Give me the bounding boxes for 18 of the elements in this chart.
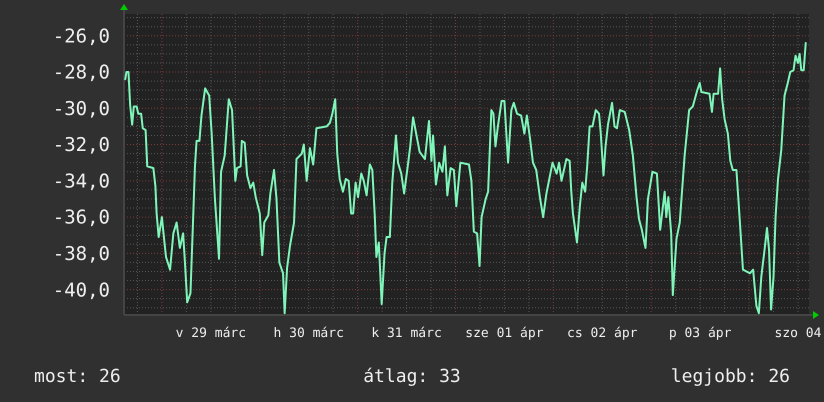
x-tick-label: szo 04 xyxy=(774,326,822,341)
y-tick-label: -32,0 xyxy=(52,134,110,156)
x-tick-label: v 29 márc xyxy=(176,326,246,341)
x-tick-label: p 03 ápr xyxy=(668,326,732,341)
y-tick-label: -38,0 xyxy=(52,243,110,265)
x-tick-label: h 30 márc xyxy=(273,326,344,341)
text: legjobb: 26 xyxy=(670,366,790,387)
y-tick-label: -36,0 xyxy=(52,206,110,229)
y-tick-label: -26,0 xyxy=(52,25,110,48)
text: most: 26 xyxy=(34,366,121,387)
y-tick-label: -28,0 xyxy=(52,62,110,84)
x-tick-label: sze 01 ápr xyxy=(465,326,544,341)
x-tick-label: k 31 márc xyxy=(371,326,442,341)
x-tick-label: cs 02 ápr xyxy=(567,326,638,341)
y-tick-label: -34,0 xyxy=(52,170,110,192)
text: átlag: 33 xyxy=(363,366,461,387)
y-tick-label: -40,0 xyxy=(52,279,110,302)
y-tick-label: -30,0 xyxy=(52,98,110,120)
